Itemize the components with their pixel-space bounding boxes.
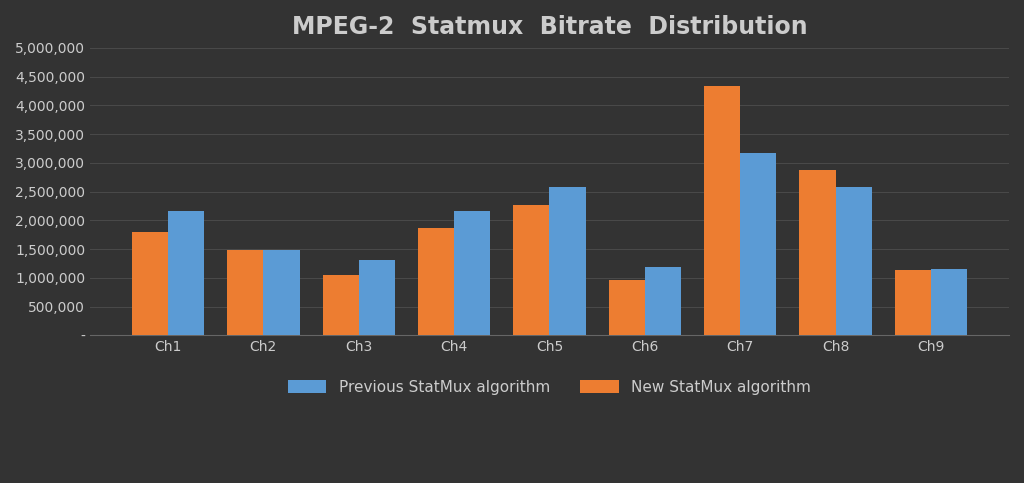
Bar xyxy=(550,186,586,336)
Bar xyxy=(132,232,168,336)
Bar xyxy=(836,186,871,336)
Bar xyxy=(358,260,395,336)
Bar xyxy=(645,267,681,336)
Legend: Previous StatMux algorithm, New StatMux algorithm: Previous StatMux algorithm, New StatMux … xyxy=(281,372,818,403)
Bar xyxy=(513,205,550,336)
Title: MPEG-2  Statmux  Bitrate  Distribution: MPEG-2 Statmux Bitrate Distribution xyxy=(292,15,807,39)
Bar xyxy=(323,274,358,336)
Bar xyxy=(454,211,490,336)
Bar xyxy=(740,153,776,336)
Bar xyxy=(227,250,263,336)
Bar xyxy=(895,270,931,336)
Bar xyxy=(703,86,740,336)
Bar xyxy=(608,280,645,336)
Bar xyxy=(931,270,968,336)
Bar xyxy=(800,170,836,336)
Bar xyxy=(418,228,454,336)
Bar xyxy=(263,250,300,336)
Bar xyxy=(168,211,204,336)
